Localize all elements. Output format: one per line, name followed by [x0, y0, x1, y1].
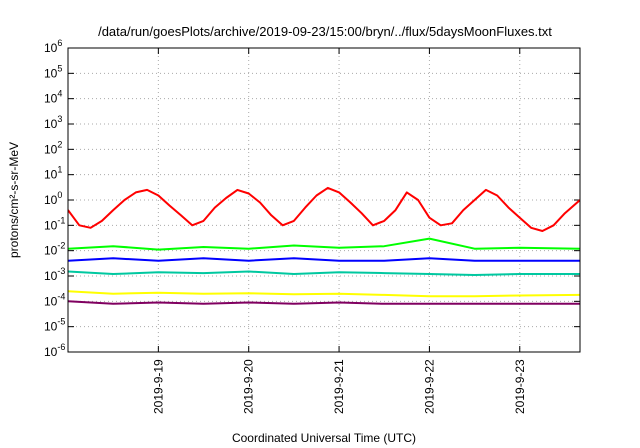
x-tick-label: 2019-9-20 — [242, 359, 256, 414]
y-tick-label: 101 — [44, 165, 62, 182]
x-tick-label: 2019-9-22 — [422, 359, 436, 414]
y-tick-label: 100 — [44, 190, 62, 207]
series-2 — [68, 237, 580, 251]
series-line — [68, 270, 580, 276]
y-tick-label: 10-4 — [44, 291, 65, 308]
y-tick-label: 105 — [44, 63, 62, 80]
chart-title: /data/run/goesPlots/archive/2019-09-23/1… — [98, 24, 552, 39]
y-tick-label: 10-6 — [44, 342, 65, 359]
series-4 — [68, 257, 580, 262]
x-tick-label: 2019-9-19 — [151, 359, 165, 414]
series-group — [68, 186, 580, 305]
y-tick-label: 10-5 — [44, 317, 65, 334]
series-1 — [68, 186, 580, 232]
plot-frame — [67, 47, 581, 353]
series-3 — [68, 270, 580, 276]
x-tick-label: 2019-9-21 — [332, 359, 346, 414]
series-line — [68, 186, 580, 232]
y-tick-label: 106 — [44, 38, 62, 55]
y-tick-label: 104 — [44, 89, 62, 106]
series-line — [68, 257, 580, 262]
y-tick-label: 103 — [44, 114, 62, 131]
series-line — [68, 237, 580, 251]
y-axis-label: protons/cm²-s-sr-MeV — [7, 142, 21, 258]
series-6 — [68, 300, 580, 305]
grid — [68, 48, 580, 352]
series-line — [68, 290, 580, 298]
y-tick-label: 10-3 — [44, 266, 65, 283]
x-axis-label: Coordinated Universal Time (UTC) — [232, 431, 416, 445]
y-tick-label: 10-1 — [44, 215, 65, 232]
y-tick-label: 102 — [44, 139, 62, 156]
x-tick-label: 2019-9-23 — [513, 359, 527, 414]
y-tick-label: 10-2 — [44, 241, 65, 258]
series-line — [68, 300, 580, 305]
x-axis: 2019-9-19 2019-9-20 2019-9-21 2019-9-22 2019… — [151, 48, 527, 414]
series-5 — [68, 290, 580, 298]
